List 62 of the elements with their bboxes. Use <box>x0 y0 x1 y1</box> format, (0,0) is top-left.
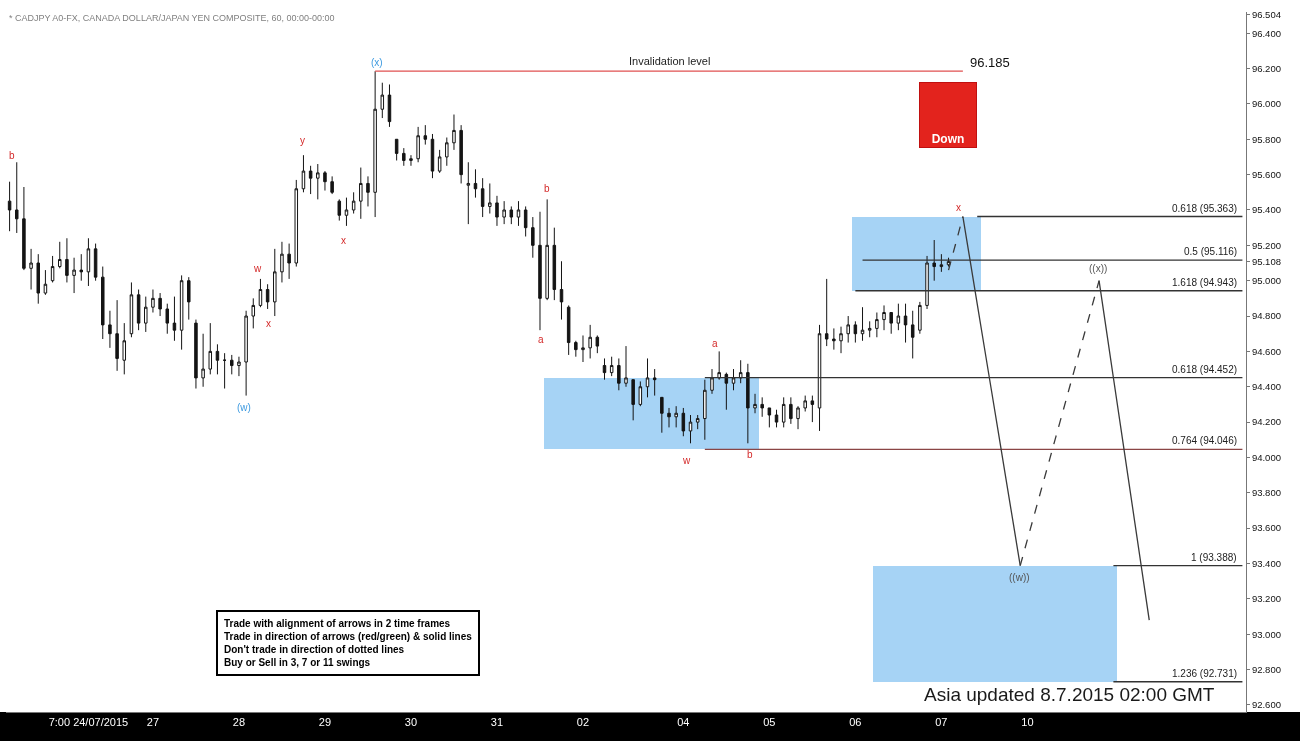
x-tick-label: 30 <box>404 716 418 729</box>
x-tick-label: 02 <box>576 716 590 729</box>
chart-title: * CADJPY A0-FX, CANADA DOLLAR/JAPAN YEN COMPOSITE, 60, 00:00-00:00 <box>9 13 335 24</box>
y-tick-label: 93.000 <box>1251 628 1281 640</box>
annotation: x <box>266 318 271 329</box>
y-tick-label: 95.000 <box>1251 275 1281 287</box>
x-tick-label: 07 <box>935 716 948 729</box>
x-tick-label: 06 <box>849 716 862 729</box>
y-tick-label: 96.504 <box>1251 9 1281 21</box>
y-tick-label: 94.400 <box>1251 381 1281 393</box>
y-tick-label: 96.000 <box>1251 98 1281 110</box>
y-tick-label: 95.200 <box>1251 239 1281 251</box>
picture-down-signal: Down <box>919 82 977 148</box>
y-tick-label: 95.800 <box>1251 133 1281 145</box>
annotation: Down <box>931 132 965 146</box>
y-tick-label: 94.600 <box>1251 345 1281 357</box>
annotation: y <box>300 135 305 146</box>
x-tick-label: 31 <box>490 716 504 729</box>
series-label: 0.5 (95.116) <box>1184 246 1238 257</box>
y-tick-label: 96.400 <box>1251 27 1281 39</box>
annotation: (x) <box>371 57 383 68</box>
y-tick-label: 93.200 <box>1251 593 1281 605</box>
series-label: 0.618 (94.452) <box>1172 364 1238 375</box>
y-tick-label: 95.600 <box>1251 168 1281 180</box>
x-tick-label: 7:00 24/07/2015 <box>48 716 129 729</box>
annotation: ((x)) <box>1089 263 1108 274</box>
annotation: x <box>341 235 346 246</box>
y-tick-label: 96.200 <box>1251 62 1281 74</box>
annotation: (w) <box>237 402 251 413</box>
x-tick-label: 04 <box>677 716 690 729</box>
annotation: a <box>538 334 544 345</box>
y-tick-label: 94.200 <box>1251 416 1281 428</box>
x-tick-label: 05 <box>763 716 776 729</box>
x-tick-label: 28 <box>232 716 246 729</box>
annotation: x <box>956 202 961 213</box>
annotation: Trade with alignment of arrows in 2 time frames Trade in direction of arrows (red/green) & solid lines Don't trade in direction of dotted lines Buy or Sell in 3, 7 or 11 swings <box>224 618 473 668</box>
annotation: b <box>544 183 550 194</box>
y-tick-label: 95.400 <box>1251 204 1281 216</box>
annotation: b <box>747 449 753 460</box>
y-tick-label: 94.000 <box>1251 451 1281 463</box>
series-label: 0.764 (94.046) <box>1172 435 1238 446</box>
annotation: w <box>682 455 691 466</box>
series-label: 1 (93.388) <box>1191 552 1237 563</box>
y-tick-label: 92.800 <box>1251 663 1281 675</box>
series-label: 1.618 (94.943) <box>1172 277 1238 288</box>
series-label: Invalidation level <box>629 55 711 67</box>
y-tick-label: 93.600 <box>1251 522 1281 534</box>
y-tick-label: 95.108 <box>1251 255 1281 267</box>
y-tick-label: 92.600 <box>1251 699 1281 711</box>
annotation: Asia updated 8.7.2015 02:00 GMT <box>924 684 1215 705</box>
annotation: 96.185 <box>970 55 1010 70</box>
annotation: w <box>253 263 262 274</box>
y-tick-label: 93.800 <box>1251 487 1281 499</box>
series-label: 1.236 (92.731) <box>1172 668 1238 679</box>
x-tick-label: 10 <box>1021 716 1034 729</box>
x-tick-label: 29 <box>318 716 332 729</box>
y-tick-label: 93.400 <box>1251 557 1281 569</box>
series-label: 0.618 (95.363) <box>1172 203 1238 214</box>
annotation: b <box>9 150 15 161</box>
x-tick-label: 27 <box>146 716 160 729</box>
annotation: a <box>712 338 718 349</box>
y-tick-label: 94.800 <box>1251 310 1281 322</box>
